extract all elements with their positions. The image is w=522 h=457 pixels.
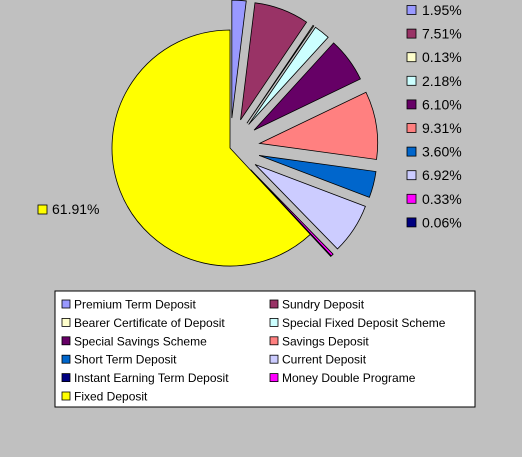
data-label-key-special-savings-scheme [406,99,417,110]
legend-swatch-special-fixed-deposit-scheme [269,317,279,327]
legend-swatch-short-term-deposit [61,354,71,364]
pie-slice-fixed-deposit [111,29,311,267]
legend-entry-special-fixed-deposit-scheme: Special Fixed Deposit Scheme [282,316,446,330]
data-label-key-short-term-deposit [406,146,417,157]
data-label-key-fixed-deposit [37,204,48,215]
legend-entry-fixed-deposit: Fixed Deposit [74,390,148,404]
legend-swatch-fixed-deposit [61,391,71,401]
pie-slices [111,0,379,267]
legend-swatch-money-double-programe [269,373,279,383]
data-label-premium-term-deposit: 1.95% [422,2,462,18]
pie-slice-sundry-deposit [240,2,308,121]
data-label-fixed-deposit: 61.91% [52,201,99,217]
data-label-savings-deposit: 9.31% [422,120,462,136]
pie-slice-bearer-certificate-of-deposit [246,24,315,124]
data-label-key-instant-earning-term-deposit [406,217,417,228]
legend-entry-savings-deposit: Savings Deposit [282,334,369,348]
pie-slice-premium-term-deposit [231,0,247,119]
pie-slice-special-fixed-deposit-scheme [248,26,329,125]
data-label-current-deposit: 6.92% [422,167,462,183]
legend-entry-special-savings-scheme: Special Savings Scheme [74,334,207,348]
legend-entry-instant-earning-term-deposit: Instant Earning Term Deposit [74,371,229,385]
legend-swatch-special-savings-scheme [61,336,71,346]
legend-entry-short-term-deposit: Short Term Deposit [74,353,177,367]
pie-slice-savings-deposit [258,91,379,160]
legend-entry-bearer-certificate-of-deposit: Bearer Certificate of Deposit [74,316,225,330]
data-label-key-bearer-certificate-of-deposit [406,52,417,63]
legend-swatch-instant-earning-term-deposit [61,373,71,383]
data-labels: 1.95% 7.51% 0.13% 2.18% 6.10% 9.31% 3.60% 6.92%… [37,2,462,230]
legend-box [54,290,476,408]
data-label-key-special-fixed-deposit-scheme [406,75,417,86]
legend-entry-premium-term-deposit: Premium Term Deposit [74,298,196,312]
legend-entry-money-double-programe: Money Double Programe [282,371,416,385]
legend-entry-sundry-deposit: Sundry Deposit [282,298,365,312]
pie-slice-short-term-deposit [258,155,377,198]
data-label-key-premium-term-deposit [406,5,417,15]
data-label-special-fixed-deposit-scheme: 2.18% [422,73,462,89]
data-label-key-savings-deposit [406,123,417,133]
legend-swatch-savings-deposit [269,336,279,346]
data-label-key-money-double-programe [406,193,417,204]
data-label-bearer-certificate-of-deposit: 0.13% [422,49,462,65]
pie-slice-special-savings-scheme [253,42,361,131]
legend-entry-current-deposit: Current Deposit [282,353,367,367]
data-label-instant-earning-term-deposit: 0.06% [422,214,462,230]
legend-swatch-current-deposit [269,354,279,364]
data-label-key-sundry-deposit [406,28,417,39]
data-label-sundry-deposit: 7.51% [422,26,462,42]
data-label-short-term-deposit: 3.60% [422,144,462,160]
data-label-money-double-programe: 0.33% [422,191,462,207]
legend-swatch-bearer-certificate-of-deposit [61,317,71,327]
legend-swatch-premium-term-deposit [61,299,71,309]
legend-swatch-sundry-deposit [269,299,279,309]
data-label-special-savings-scheme: 6.10% [422,96,462,112]
legend: Premium Term Deposit Sundry Deposit Bearer… [54,290,476,408]
pie-slice-current-deposit [254,164,366,250]
data-label-key-current-deposit [406,170,417,181]
